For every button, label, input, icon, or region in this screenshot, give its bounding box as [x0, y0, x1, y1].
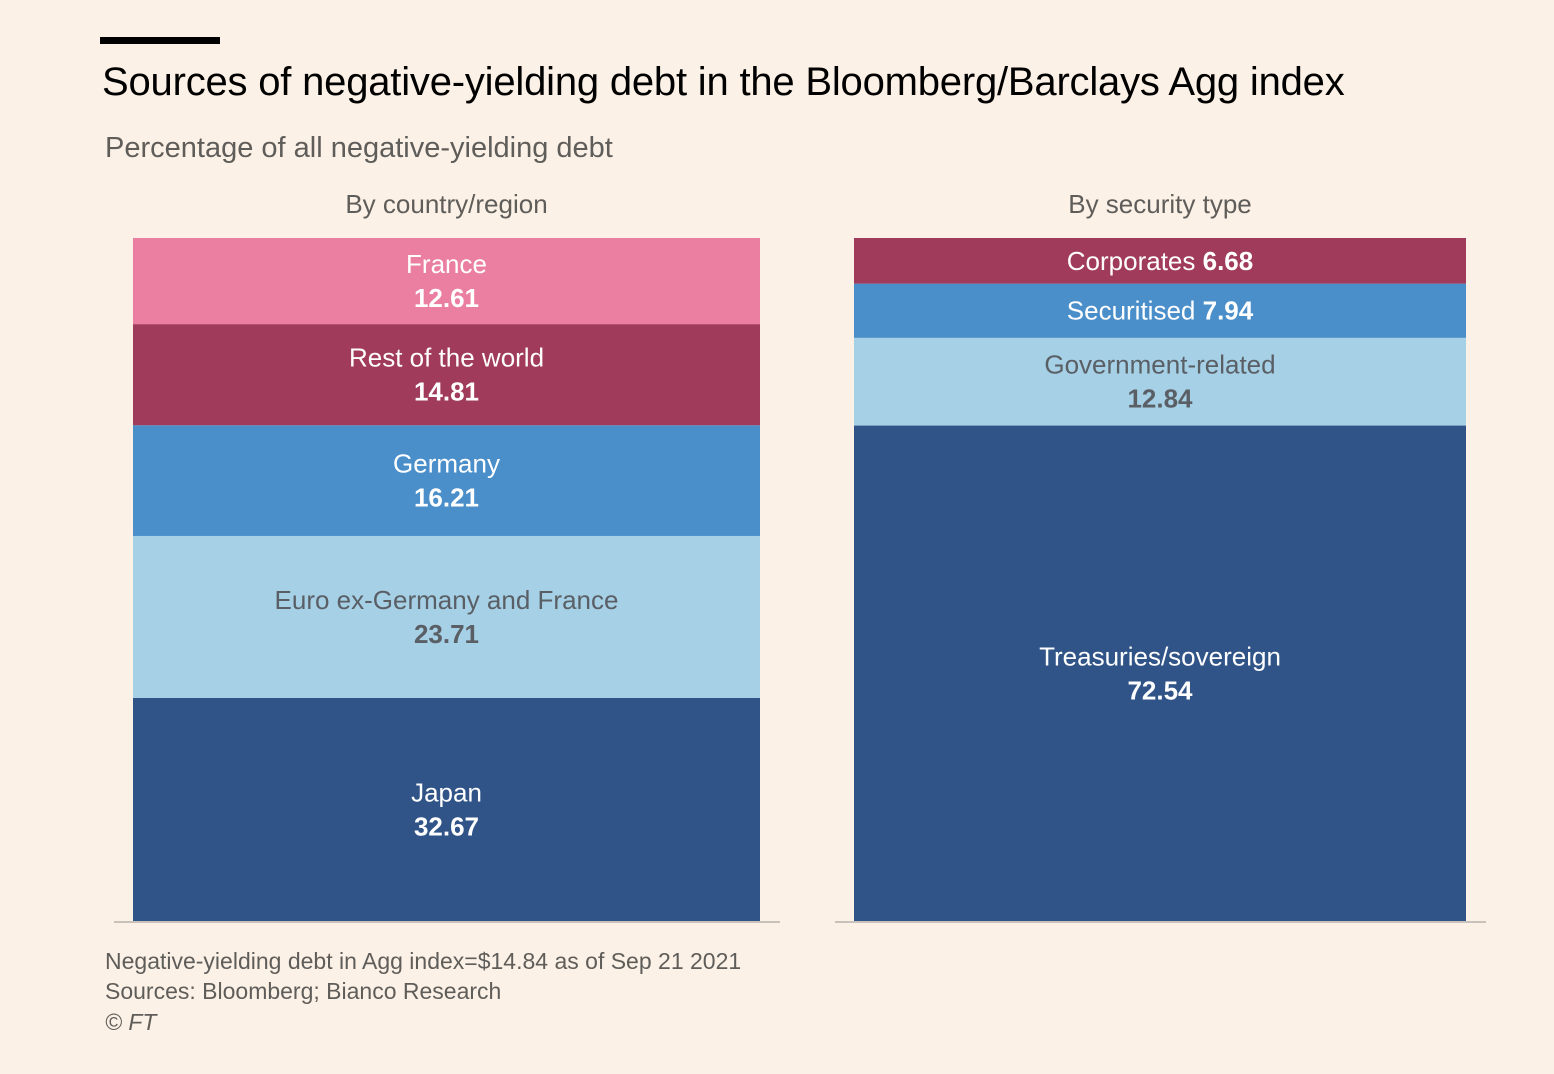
chart-title: Sources of negative-yielding debt in the…: [102, 60, 1345, 104]
segment-label-treasuries-sovereign: Treasuries/sovereign 72.54: [1039, 641, 1281, 705]
segment-label-japan: Japan 32.67: [411, 777, 482, 841]
segment-label-rest-of-the-world: Rest of the world 14.81: [349, 343, 544, 407]
segment-label-germany: Germany 16.21: [393, 449, 500, 513]
segment-label-france: France 12.61: [406, 249, 487, 313]
bar-segment-france: [133, 238, 760, 325]
footer-sources: Sources: Bloomberg; Bianco Research: [105, 978, 502, 1004]
bar-segment-germany: [133, 425, 760, 536]
segment-label-euro-ex-germany-and-france: Euro ex-Germany and France 23.71: [275, 585, 619, 649]
chart-subtitle: Percentage of all negative-yielding debt: [105, 132, 613, 164]
bar-segment-government-related: [854, 337, 1466, 426]
bar-segment-treasuries-sovereign: [854, 425, 1466, 921]
bar-segment-euro-ex-germany-and-france: [133, 535, 760, 698]
footer-note: Negative-yielding debt in Agg index=$14.…: [105, 948, 742, 974]
bar-segment-japan: [133, 697, 760, 921]
bar-segment-corporates: [854, 238, 1466, 284]
segment-label-securitised: Securitised 7.94: [1067, 296, 1254, 326]
segment-label-corporates: Corporates 6.68: [1067, 246, 1253, 276]
bar-segment-securitised: [854, 283, 1466, 338]
segment-label-government-related: Government-related 12.84: [1044, 350, 1275, 414]
footer-copyright: © FT: [105, 1009, 157, 1035]
title-rule: [100, 37, 220, 44]
bar-segment-rest-of-the-world: [133, 324, 760, 426]
panel-title-security: By security type: [1068, 189, 1252, 219]
panel-title-country: By country/region: [345, 189, 548, 219]
